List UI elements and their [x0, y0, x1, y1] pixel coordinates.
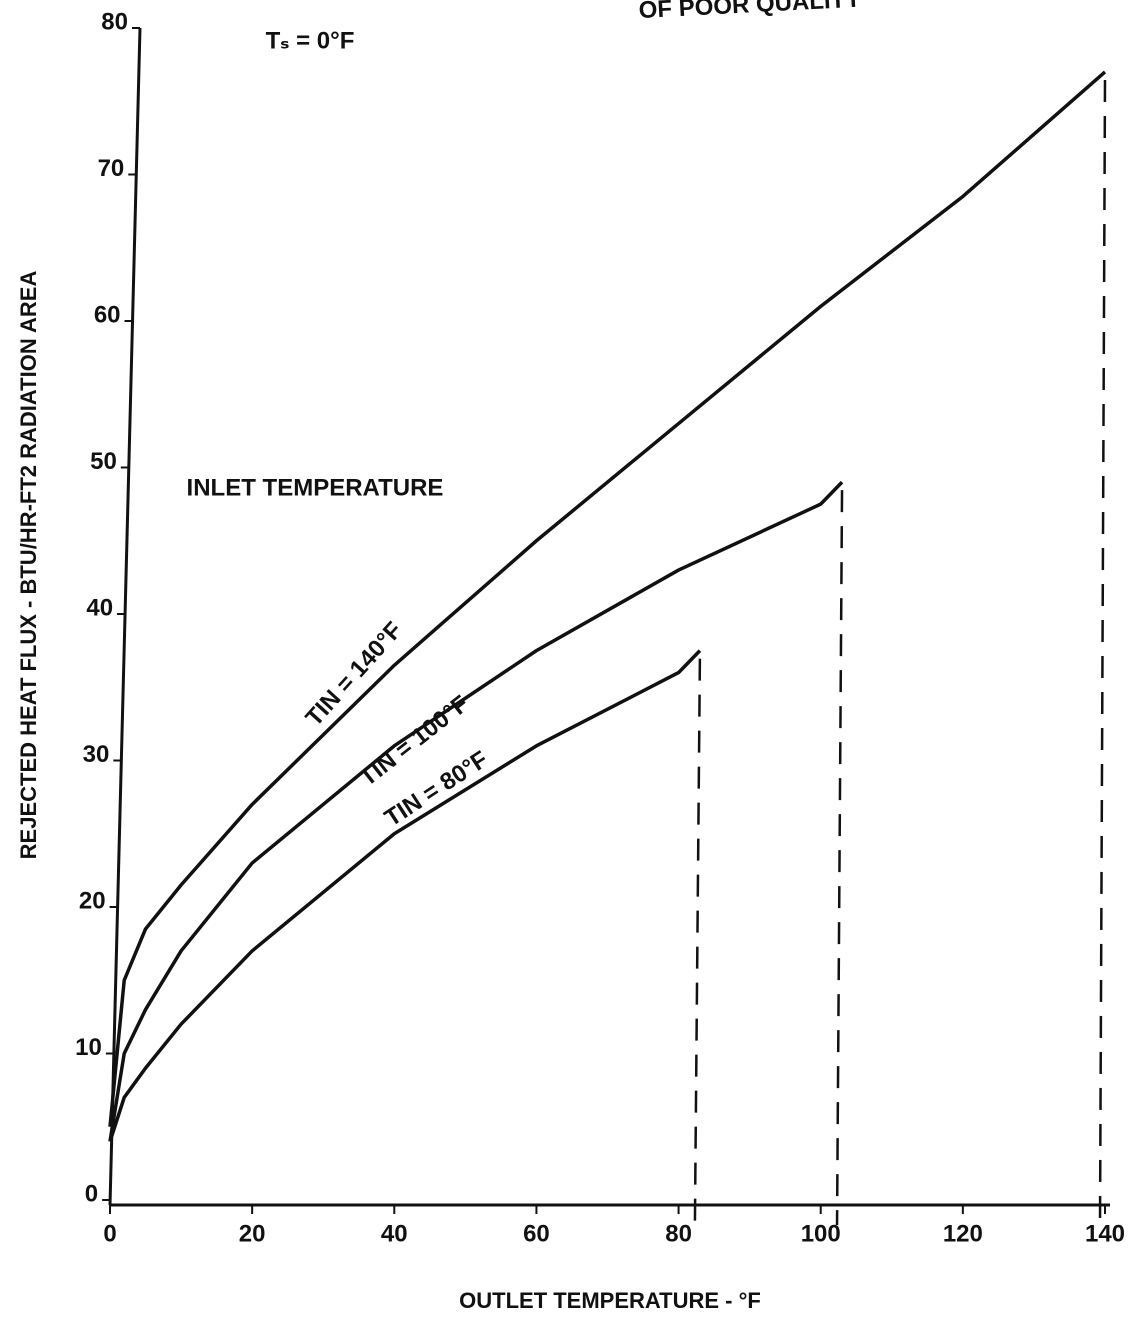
y-tick-label: 30: [83, 741, 110, 768]
series-line: [108, 70, 1107, 1127]
annotation: INLET TEMPERATURE: [187, 474, 444, 501]
x-tick-label: 100: [801, 1220, 841, 1247]
x-tick-label: 0: [103, 1220, 116, 1247]
x-tick-label: 80: [665, 1220, 692, 1247]
x-tick-label: 120: [943, 1220, 983, 1247]
chart-title: OF POOR QUALITY: [638, 0, 862, 24]
y-tick-label: 0: [85, 1180, 98, 1207]
x-axis-title: OUTLET TEMPERATURE - °F: [459, 1288, 761, 1313]
y-tick-label: 10: [75, 1034, 102, 1061]
y-tick-label: 20: [79, 887, 106, 914]
y-axis: [108, 27, 142, 1206]
series-line: [108, 649, 702, 1142]
series-label: TIN = 140°F: [301, 617, 408, 732]
drop-line: [693, 658, 702, 1226]
y-tick-label: 70: [98, 155, 125, 182]
y-tick-label: 60: [94, 301, 121, 328]
drop-line: [1098, 79, 1107, 1226]
series-line: [108, 480, 844, 1142]
x-tick-label: 20: [239, 1220, 266, 1247]
y-tick-label: 40: [86, 594, 113, 621]
annotation: Tₛ = 0°F: [266, 27, 355, 54]
x-tick-label: 40: [381, 1220, 408, 1247]
y-tick-label: 50: [90, 448, 117, 475]
drop-line: [835, 490, 844, 1226]
y-axis-title: REJECTED HEAT FLUX - BTU/HR-FT2 RADIATIO…: [16, 271, 41, 860]
y-tick-label: 80: [101, 8, 128, 35]
x-tick-label: 60: [523, 1220, 550, 1247]
x-tick-label: 140: [1085, 1220, 1125, 1247]
